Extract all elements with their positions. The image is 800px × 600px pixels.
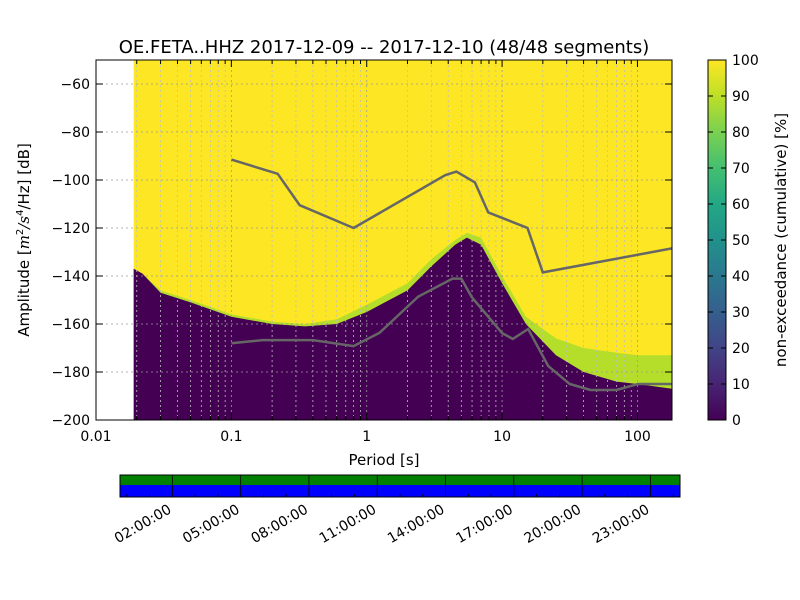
x-tick-label: 0.01: [80, 429, 111, 445]
timeline-time-label: 08:00:00: [248, 502, 310, 547]
chart-title: OE.FETA..HHZ 2017-12-09 -- 2017-12-10 (4…: [119, 37, 650, 58]
timeline-panel: 02:00:00 05:00:00 08:00:00 11:00:00 14:00:00…: [112, 474, 681, 547]
timeline-segments-used-bar: [120, 485, 680, 497]
x-tick-label: 0.1: [220, 429, 242, 445]
x-axis-label: Period [s]: [348, 451, 419, 469]
y-tick-label: −80: [60, 125, 90, 141]
y-tick-label: −180: [52, 365, 90, 381]
nlnm-line: [231, 277, 672, 392]
y-tick-label: −120: [52, 221, 90, 237]
x-tick-label: 10: [493, 429, 511, 445]
x-axis: 0.01 0.1 1 10 100: [80, 60, 651, 445]
colorbar-ticks: 0 10 20 30 40 50 60 70 80 90 100: [708, 53, 759, 429]
y-tick-label: −160: [52, 317, 90, 333]
colorbar-tick-label: 0: [732, 413, 741, 429]
nhnm-line: [231, 158, 672, 274]
colorbar-label: non-exceedance (cumulative) [%]: [772, 113, 790, 367]
colorbar-tick-label: 80: [732, 125, 750, 141]
y-tick-label: −100: [52, 173, 90, 189]
y-axis: −60 −80 −100 −120 −140 −160 −180 −200: [52, 77, 672, 429]
plot-frame: [95, 59, 673, 421]
timeline-data-available-bar: [120, 475, 680, 485]
timeline-time-label: 23:00:00: [590, 502, 652, 547]
timeline-time-label: 02:00:00: [112, 502, 174, 547]
grid-lines: [96, 60, 672, 420]
timeline-time-label: 17:00:00: [453, 502, 515, 547]
colorbar-tick-label: 10: [732, 377, 750, 393]
timeline-time-label: 11:00:00: [317, 502, 379, 547]
timeline-time-label: 14:00:00: [385, 502, 447, 547]
x-tick-label: 100: [624, 429, 651, 445]
heatmap-area: [96, 60, 672, 420]
y-tick-label: −60: [60, 77, 90, 93]
y-axis-label: Amplitude [m2/s4/Hz] [dB]: [15, 143, 33, 337]
psd-low-probability-region: [133, 237, 672, 420]
colorbar-tick-label: 100: [732, 53, 759, 69]
y-tick-label: −200: [52, 413, 90, 429]
x-tick-label: 1: [362, 429, 371, 445]
colorbar-tick-label: 30: [732, 305, 750, 321]
timeline-time-label: 20:00:00: [522, 502, 584, 547]
timeline-time-label: 05:00:00: [180, 502, 242, 547]
colorbar-tick-label: 40: [732, 269, 750, 285]
y-tick-label: −140: [52, 269, 90, 285]
colorbar-tick-label: 20: [732, 341, 750, 357]
colorbar-tick-label: 50: [732, 233, 750, 249]
colorbar-tick-label: 60: [732, 197, 750, 213]
colorbar-tick-label: 70: [732, 161, 750, 177]
colorbar-tick-label: 90: [732, 89, 750, 105]
